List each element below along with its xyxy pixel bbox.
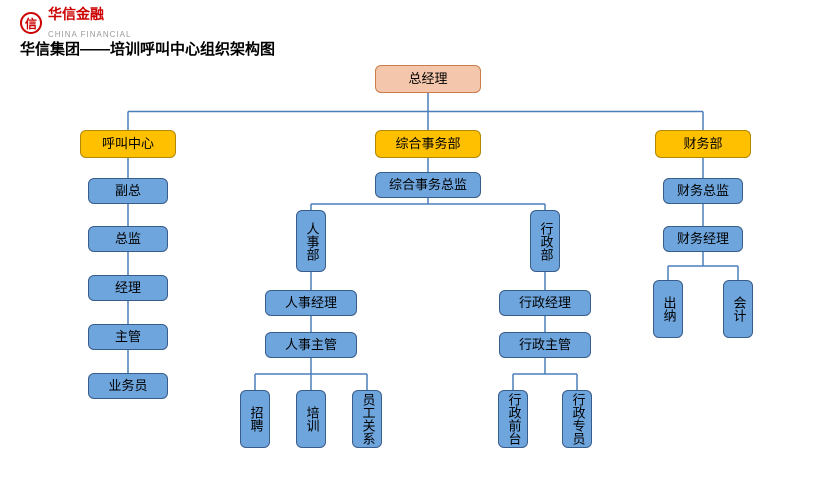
org-node-hrm: 人事经理 bbox=[265, 290, 357, 316]
org-node-cfo: 财务总监 bbox=[663, 178, 743, 204]
org-node-asp: 行政专员 bbox=[562, 390, 592, 448]
org-node-cc: 呼叫中心 bbox=[80, 130, 176, 158]
org-node-gm: 总经理 bbox=[375, 65, 481, 93]
org-node-hr: 人事部 bbox=[296, 210, 326, 272]
org-node-acc: 会计 bbox=[723, 280, 753, 338]
org-node-trn: 培训 bbox=[296, 390, 326, 448]
org-node-stf: 业务员 bbox=[88, 373, 168, 399]
org-node-dir: 总监 bbox=[88, 226, 168, 252]
org-node-vp: 副总 bbox=[88, 178, 168, 204]
org-chart: 总经理呼叫中心 综合事务部 财务部副总总监经理主管业务员 综合事务总监人事部 行政部人事… bbox=[0, 0, 816, 501]
org-node-sup: 主管 bbox=[88, 324, 168, 350]
org-node-mgr: 经理 bbox=[88, 275, 168, 301]
org-node-hrs: 人事主管 bbox=[265, 332, 357, 358]
org-node-ga: 综合事务部 bbox=[375, 130, 481, 158]
org-node-ams: 行政主管 bbox=[499, 332, 591, 358]
org-node-adm: 行政部 bbox=[530, 210, 560, 272]
org-node-fm: 财务经理 bbox=[663, 226, 743, 252]
org-node-gad: 综合事务总监 bbox=[375, 172, 481, 198]
org-node-rec: 招聘 bbox=[240, 390, 270, 448]
org-node-cas: 出纳 bbox=[653, 280, 683, 338]
org-node-fin: 财务部 bbox=[655, 130, 751, 158]
org-node-er: 员工关系 bbox=[352, 390, 382, 448]
org-node-fd: 行政前台 bbox=[498, 390, 528, 448]
org-node-amm: 行政经理 bbox=[499, 290, 591, 316]
